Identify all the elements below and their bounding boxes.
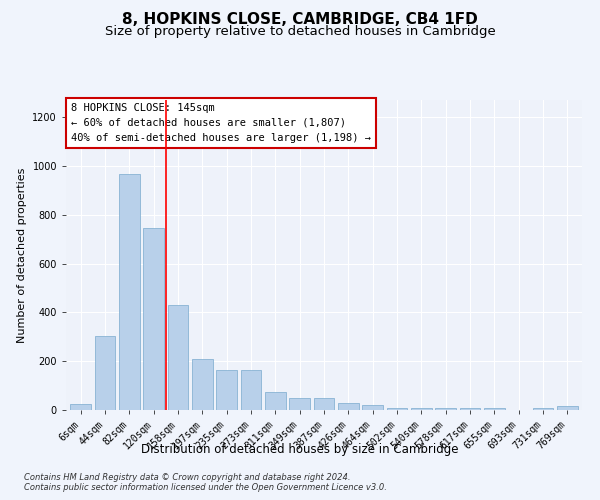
- Bar: [70, 404, 91, 410]
- Bar: [241, 370, 262, 410]
- Bar: [289, 398, 310, 410]
- Bar: [533, 408, 553, 410]
- Bar: [484, 408, 505, 410]
- Bar: [216, 370, 237, 410]
- Bar: [338, 402, 359, 410]
- Bar: [386, 408, 407, 410]
- Text: Contains HM Land Registry data © Crown copyright and database right 2024.: Contains HM Land Registry data © Crown c…: [24, 472, 350, 482]
- Text: 8 HOPKINS CLOSE: 145sqm
← 60% of detached houses are smaller (1,807)
40% of semi: 8 HOPKINS CLOSE: 145sqm ← 60% of detache…: [71, 103, 371, 142]
- Bar: [314, 398, 334, 410]
- Bar: [265, 392, 286, 410]
- Bar: [167, 305, 188, 410]
- Bar: [119, 174, 140, 410]
- Bar: [95, 336, 115, 410]
- Bar: [436, 408, 456, 410]
- Bar: [557, 406, 578, 410]
- Text: 8, HOPKINS CLOSE, CAMBRIDGE, CB4 1FD: 8, HOPKINS CLOSE, CAMBRIDGE, CB4 1FD: [122, 12, 478, 28]
- Bar: [362, 405, 383, 410]
- Text: Size of property relative to detached houses in Cambridge: Size of property relative to detached ho…: [104, 25, 496, 38]
- Text: Contains public sector information licensed under the Open Government Licence v3: Contains public sector information licen…: [24, 482, 387, 492]
- Y-axis label: Number of detached properties: Number of detached properties: [17, 168, 27, 342]
- Bar: [411, 408, 432, 410]
- Text: Distribution of detached houses by size in Cambridge: Distribution of detached houses by size …: [141, 442, 459, 456]
- Bar: [460, 408, 481, 410]
- Bar: [143, 228, 164, 410]
- Bar: [192, 358, 212, 410]
